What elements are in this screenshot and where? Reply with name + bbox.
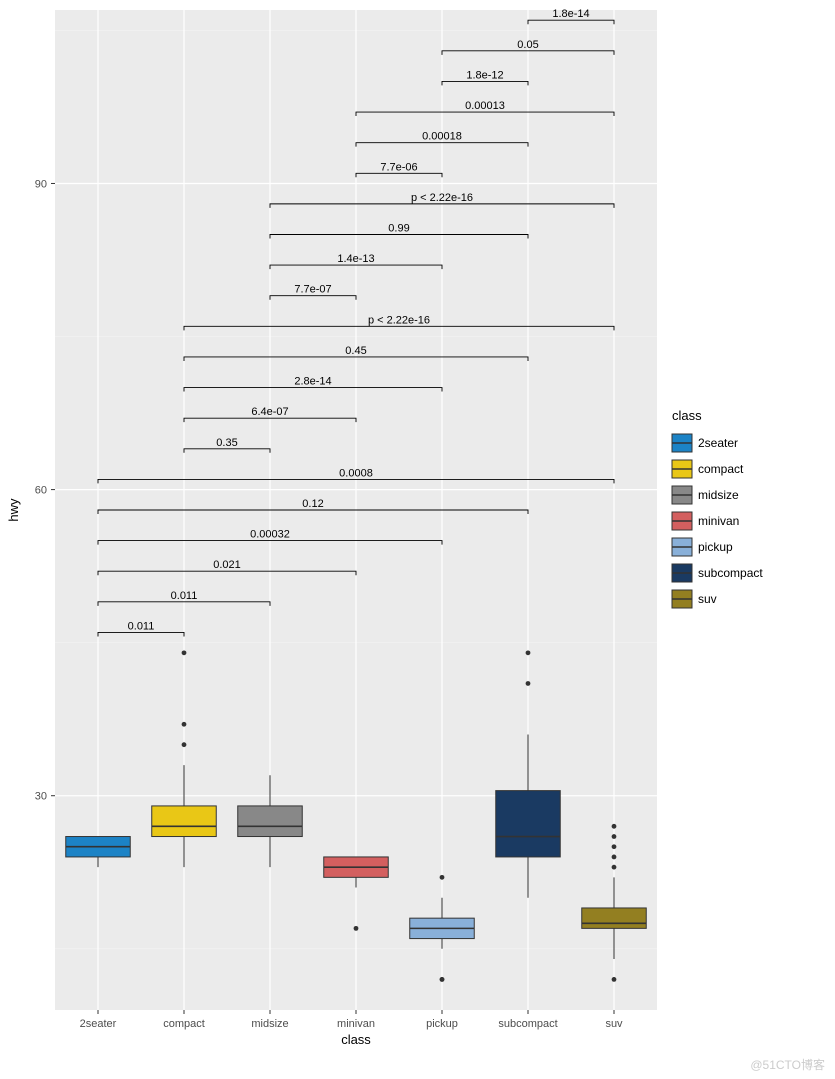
svg-text:2.8e-14: 2.8e-14 <box>294 376 331 388</box>
svg-text:1.4e-13: 1.4e-13 <box>337 253 374 265</box>
boxplot-chart: 0.011 0.011 0.021 0.00032 0.12 0.0008 0.35 6.4e… <box>0 0 835 1079</box>
svg-text:0.00032: 0.00032 <box>250 529 290 541</box>
svg-text:compact: compact <box>698 462 744 476</box>
svg-text:pickup: pickup <box>426 1018 458 1030</box>
svg-text:30: 30 <box>35 791 47 803</box>
svg-text:0.021: 0.021 <box>213 559 241 571</box>
chart-container: 0.011 0.011 0.021 0.00032 0.12 0.0008 0.35 6.4e… <box>0 0 835 1079</box>
svg-text:class: class <box>341 1032 371 1047</box>
svg-text:0.011: 0.011 <box>171 590 198 602</box>
svg-text:0.00013: 0.00013 <box>465 100 505 112</box>
svg-text:1.8e-12: 1.8e-12 <box>466 69 503 81</box>
svg-text:1.8e-14: 1.8e-14 <box>552 8 589 20</box>
svg-text:0.12: 0.12 <box>302 498 323 510</box>
svg-text:0.35: 0.35 <box>216 437 237 449</box>
svg-text:0.0008: 0.0008 <box>339 467 373 479</box>
svg-text:0.00018: 0.00018 <box>422 131 462 143</box>
svg-text:0.99: 0.99 <box>388 222 409 234</box>
svg-text:midsize: midsize <box>251 1018 288 1030</box>
svg-text:subcompact: subcompact <box>698 566 763 580</box>
svg-text:60: 60 <box>35 485 47 497</box>
svg-text:subcompact: subcompact <box>498 1018 557 1030</box>
svg-text:0.05: 0.05 <box>517 39 538 51</box>
svg-text:suv: suv <box>698 592 717 606</box>
svg-text:minivan: minivan <box>337 1018 375 1030</box>
svg-text:class: class <box>672 408 702 423</box>
svg-text:90: 90 <box>35 178 47 190</box>
svg-text:2seater: 2seater <box>80 1018 117 1030</box>
svg-text:7.7e-07: 7.7e-07 <box>294 284 331 296</box>
svg-text:midsize: midsize <box>698 488 739 502</box>
svg-text:p < 2.22e-16: p < 2.22e-16 <box>411 192 473 204</box>
watermark: @51CTO博客 <box>750 1056 825 1073</box>
svg-text:compact: compact <box>163 1018 205 1030</box>
svg-text:6.4e-07: 6.4e-07 <box>251 406 288 418</box>
svg-text:hwy: hwy <box>6 498 21 522</box>
svg-text:minivan: minivan <box>698 514 739 528</box>
svg-text:7.7e-06: 7.7e-06 <box>380 161 417 173</box>
svg-text:pickup: pickup <box>698 540 733 554</box>
svg-text:suv: suv <box>605 1018 623 1030</box>
svg-text:0.45: 0.45 <box>345 345 366 357</box>
svg-text:2seater: 2seater <box>698 436 738 450</box>
svg-text:0.011: 0.011 <box>128 620 155 632</box>
svg-text:p < 2.22e-16: p < 2.22e-16 <box>368 314 430 326</box>
